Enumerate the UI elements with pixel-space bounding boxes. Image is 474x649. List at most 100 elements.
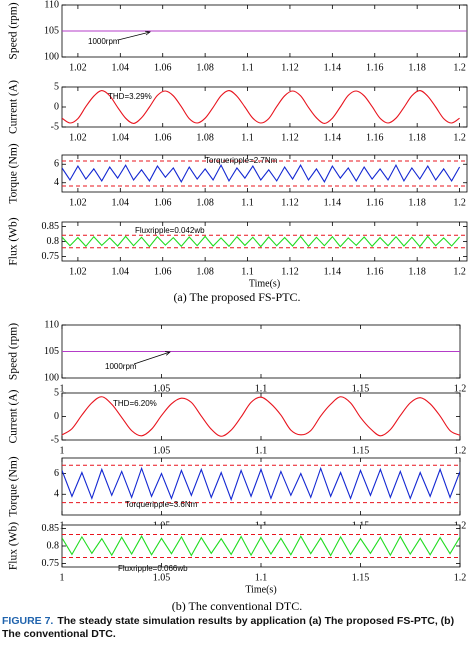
- x-tick-label: 1.18: [408, 132, 426, 143]
- y-tick-label: -5: [51, 434, 59, 445]
- x-tick-label: 1.18: [408, 266, 426, 277]
- y-tick-label: 110: [44, 0, 59, 10]
- plot-area: [62, 234, 467, 249]
- annotation-arrow: [133, 351, 171, 365]
- y-axis-label: Current (A): [8, 389, 20, 443]
- subcaption: (b) The conventional DTC.: [172, 599, 302, 612]
- x-tick-label: 1.04: [112, 62, 130, 73]
- annotation-arrow: [117, 31, 151, 41]
- signal-line: [62, 535, 460, 557]
- x-tick-label: 1.16: [366, 266, 384, 277]
- x-tick-label: 1: [60, 383, 65, 394]
- x-tick-label: 1.2: [453, 132, 466, 143]
- x-tick-label: 1.15: [352, 445, 370, 456]
- y-tick-label: 105: [44, 346, 59, 357]
- annotation: 1000rpm: [105, 362, 137, 371]
- arrow-head: [145, 30, 151, 36]
- annotation: THD=3.29%: [108, 92, 152, 101]
- figure-caption: FIGURE 7. The steady state simulation res…: [2, 615, 470, 641]
- y-tick-label: 0.85: [42, 523, 60, 534]
- y-axis-label: Speed (rpm): [8, 323, 20, 380]
- x-tick-label: 1.05: [153, 445, 171, 456]
- y-tick-label: 0.85: [42, 221, 60, 232]
- x-tick-label: 1.1: [255, 572, 268, 583]
- x-tick-label: 1.04: [112, 266, 130, 277]
- x-axis-label: Time(s): [245, 584, 276, 595]
- signal-line: [62, 466, 460, 502]
- x-tick-label: 1.08: [196, 266, 214, 277]
- x-tick-label: 1.06: [154, 197, 172, 208]
- y-tick-label: 100: [44, 51, 59, 62]
- signal-line: [62, 235, 460, 248]
- axes-box: [61, 392, 461, 441]
- x-tick-label: 1.06: [154, 62, 172, 73]
- x-tick-label: 1.02: [69, 62, 87, 73]
- plot-area: [62, 533, 460, 559]
- x-tick-label: 1.04: [112, 197, 130, 208]
- y-tick-label: 0: [54, 101, 59, 112]
- y-tick-label: 6: [54, 468, 59, 479]
- y-axis-label: Flux (Wb): [8, 522, 20, 570]
- signal-line: [62, 396, 460, 437]
- annotation: Fluxripple=0.042wb: [135, 226, 205, 235]
- x-tick-label: 1.06: [154, 266, 172, 277]
- annotation: Torqueripple=2.7Nm: [205, 156, 278, 165]
- y-tick-label: 6: [54, 159, 59, 170]
- y-tick-label: 5: [54, 387, 59, 398]
- x-tick-label: 1.2: [453, 62, 466, 73]
- x-tick-label: 1.2: [454, 445, 467, 456]
- arrow-head: [164, 351, 171, 356]
- x-tick-label: 1.15: [352, 572, 370, 583]
- y-tick-label: 0.8: [47, 540, 60, 551]
- y-axis-label: Speed (rpm): [8, 2, 20, 59]
- x-tick-label: 1.2: [453, 266, 466, 277]
- y-tick-label: 4: [54, 489, 59, 500]
- axes-box: [61, 524, 461, 568]
- x-tick-label: 1.1: [241, 197, 254, 208]
- plot-area: [62, 464, 460, 504]
- x-tick-label: 1.16: [366, 132, 384, 143]
- x-tick-label: 1.12: [281, 266, 299, 277]
- x-tick-label: 1.14: [324, 132, 342, 143]
- y-tick-label: 0.75: [42, 251, 60, 262]
- x-tick-label: 1.08: [196, 62, 214, 73]
- y-tick-label: 4: [54, 177, 59, 188]
- plot-area: [62, 90, 460, 124]
- x-tick-label: 1.1: [255, 445, 268, 456]
- annotation: Torqueripple=3.6Nm: [125, 500, 198, 509]
- x-tick-label: 1.18: [408, 62, 426, 73]
- plot-area: [62, 396, 460, 437]
- y-tick-label: 100: [44, 372, 59, 383]
- x-tick-label: 1.04: [112, 132, 130, 143]
- y-axis-label: Flux (Wb): [8, 217, 20, 265]
- y-tick-label: 5: [54, 81, 59, 92]
- caption-text: The steady state simulation results by a…: [2, 615, 455, 640]
- y-axis-label: Current (A): [8, 80, 20, 134]
- charts: (a) The proposed FS-PTC. (b) The convent…: [8, 0, 468, 612]
- x-tick-label: 1.14: [324, 62, 342, 73]
- y-axis-label: Torque (Nm): [8, 456, 20, 516]
- annotation: THD=6.20%: [113, 399, 157, 408]
- x-tick-label: 1: [60, 572, 65, 583]
- annotation: 1000rpm: [88, 37, 120, 46]
- x-tick-label: 1.05: [153, 572, 171, 583]
- x-tick-label: 1.05: [153, 383, 171, 394]
- x-tick-label: 1.06: [154, 132, 172, 143]
- x-tick-label: 1.02: [69, 132, 87, 143]
- x-tick-label: 1.12: [281, 132, 299, 143]
- x-tick-label: 1.18: [408, 197, 426, 208]
- y-tick-label: 105: [44, 25, 59, 36]
- x-tick-label: 1.02: [69, 266, 87, 277]
- x-tick-label: 1.14: [324, 266, 342, 277]
- x-tick-label: 1.1: [241, 132, 254, 143]
- x-tick-label: 1.1: [255, 383, 268, 394]
- x-tick-label: 1.08: [196, 197, 214, 208]
- x-tick-label: 1.1: [241, 62, 254, 73]
- y-axis-label: Torque (Nm): [8, 143, 20, 203]
- x-tick-label: 1.1: [241, 266, 254, 277]
- x-tick-label: 1: [60, 445, 65, 456]
- subcaption: (a) The proposed FS-PTC.: [173, 290, 300, 304]
- x-tick-label: 1.02: [69, 197, 87, 208]
- x-tick-label: 1.2: [453, 197, 466, 208]
